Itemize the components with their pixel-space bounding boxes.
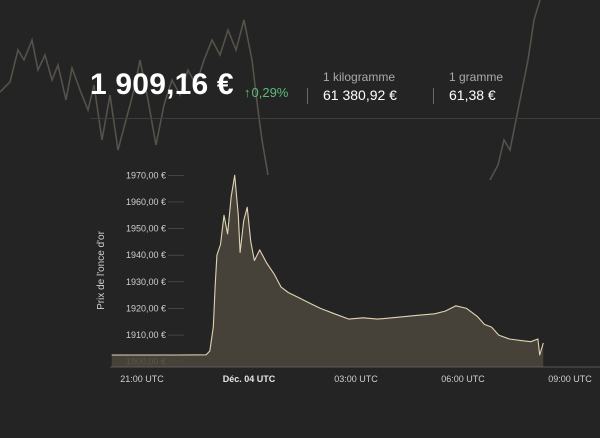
y-tick-label: 1920,00 € — [126, 303, 166, 313]
y-tick-label: 1960,00 € — [126, 197, 166, 207]
background-trace — [0, 19, 269, 176]
current-price: 1 909,16 € — [90, 68, 234, 101]
y-tick-label: 1940,00 € — [126, 250, 166, 260]
arrow-up-icon: ↑ — [244, 85, 251, 100]
y-axis-label: Prix de l'once d'or — [96, 230, 107, 310]
y-tick-label: 1930,00 € — [126, 277, 166, 287]
gram-price: 1 gramme 61,38 € — [449, 70, 503, 103]
gram-label: 1 gramme — [449, 70, 504, 84]
y-tick-label: 1950,00 € — [126, 224, 166, 234]
x-tick-label: 03:00 UTC — [334, 374, 378, 384]
header-divider — [90, 118, 600, 119]
kilogram-value: 61 380,92 € — [323, 87, 397, 103]
x-tick-label: 09:00 UTC — [548, 374, 592, 384]
x-tick-label: 06:00 UTC — [441, 374, 485, 384]
gram-value: 61,38 € — [449, 87, 496, 103]
background-trace — [489, 0, 541, 181]
kilogram-price: 1 kilogramme 61 380,92 € — [323, 70, 397, 103]
price-area — [111, 175, 544, 367]
y-tick-label: 1970,00 € — [126, 170, 166, 180]
x-tick-label: 21:00 UTC — [120, 374, 164, 384]
x-tick-label: Déc. 04 UTC — [223, 374, 276, 384]
price-change-value: 0,29% — [251, 85, 289, 100]
kilogram-label: 1 kilogramme — [323, 70, 396, 84]
y-tick-label: 1910,00 € — [126, 330, 166, 340]
divider — [433, 88, 434, 104]
price-line — [111, 174, 544, 356]
divider — [307, 88, 308, 104]
price-change: ↑0,29% — [244, 85, 288, 100]
